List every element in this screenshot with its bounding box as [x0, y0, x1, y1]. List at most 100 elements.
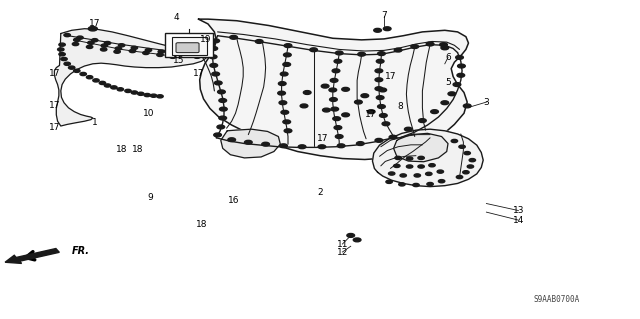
- Circle shape: [321, 84, 329, 88]
- Circle shape: [441, 101, 449, 105]
- Text: 4: 4: [173, 13, 179, 22]
- Circle shape: [375, 138, 383, 142]
- Circle shape: [437, 170, 444, 173]
- Circle shape: [104, 84, 111, 87]
- Circle shape: [330, 98, 337, 101]
- Circle shape: [214, 133, 221, 137]
- Circle shape: [145, 48, 152, 52]
- Text: FR.: FR.: [72, 246, 90, 256]
- Circle shape: [451, 139, 458, 143]
- Circle shape: [411, 45, 419, 48]
- Circle shape: [419, 119, 426, 122]
- Circle shape: [210, 63, 218, 67]
- Circle shape: [353, 238, 361, 242]
- Circle shape: [279, 101, 287, 105]
- Circle shape: [86, 45, 93, 48]
- Circle shape: [386, 180, 392, 183]
- Text: 18: 18: [116, 145, 127, 154]
- Text: 14: 14: [513, 216, 524, 225]
- Circle shape: [284, 53, 291, 57]
- Circle shape: [278, 82, 286, 85]
- Circle shape: [158, 50, 164, 53]
- Circle shape: [335, 135, 343, 138]
- Text: 19: 19: [200, 35, 212, 44]
- Circle shape: [218, 90, 225, 94]
- Text: 11: 11: [337, 240, 348, 249]
- Circle shape: [80, 72, 86, 76]
- Text: 2: 2: [317, 189, 323, 197]
- Circle shape: [456, 56, 463, 59]
- Circle shape: [394, 164, 400, 167]
- Circle shape: [77, 36, 83, 39]
- Circle shape: [400, 174, 406, 177]
- Text: S9AAB0700A: S9AAB0700A: [534, 295, 580, 304]
- Bar: [165, 33, 213, 57]
- Polygon shape: [394, 133, 448, 162]
- Text: 10: 10: [143, 109, 154, 118]
- Circle shape: [88, 41, 94, 44]
- Circle shape: [74, 69, 80, 72]
- Circle shape: [334, 126, 342, 130]
- Circle shape: [170, 55, 176, 58]
- Circle shape: [283, 120, 291, 124]
- Circle shape: [131, 46, 138, 49]
- Polygon shape: [54, 29, 208, 126]
- Circle shape: [303, 91, 311, 94]
- Circle shape: [467, 165, 474, 168]
- Circle shape: [463, 104, 471, 108]
- Text: 17: 17: [385, 72, 396, 81]
- Circle shape: [457, 73, 465, 77]
- Circle shape: [356, 142, 364, 145]
- Circle shape: [388, 172, 395, 175]
- Circle shape: [59, 53, 65, 56]
- Circle shape: [88, 26, 97, 31]
- Circle shape: [92, 39, 98, 42]
- Circle shape: [118, 44, 125, 47]
- Text: 17: 17: [193, 69, 204, 78]
- Circle shape: [64, 62, 70, 65]
- Circle shape: [157, 53, 163, 56]
- Circle shape: [426, 172, 432, 175]
- Circle shape: [453, 83, 461, 86]
- Text: 9: 9: [148, 193, 153, 202]
- Circle shape: [171, 52, 177, 55]
- Circle shape: [212, 72, 220, 76]
- Polygon shape: [198, 19, 468, 160]
- Circle shape: [334, 59, 342, 63]
- Circle shape: [284, 129, 292, 133]
- Circle shape: [441, 46, 449, 50]
- Text: 3: 3: [484, 98, 489, 107]
- Circle shape: [358, 52, 365, 56]
- Circle shape: [318, 145, 326, 149]
- Circle shape: [329, 88, 337, 92]
- Circle shape: [150, 94, 157, 97]
- Circle shape: [379, 88, 387, 92]
- Circle shape: [418, 156, 424, 160]
- Text: 17: 17: [49, 123, 60, 132]
- Circle shape: [375, 87, 383, 91]
- Circle shape: [330, 78, 338, 82]
- Circle shape: [220, 107, 227, 111]
- Circle shape: [144, 93, 150, 97]
- Bar: [172, 37, 207, 55]
- Circle shape: [378, 105, 385, 108]
- Circle shape: [389, 135, 397, 139]
- Circle shape: [413, 183, 419, 187]
- Circle shape: [404, 127, 412, 131]
- Text: 17: 17: [365, 110, 377, 119]
- Circle shape: [61, 57, 67, 61]
- Circle shape: [64, 33, 70, 37]
- Circle shape: [230, 35, 237, 39]
- Circle shape: [138, 92, 144, 95]
- Text: 1: 1: [92, 118, 97, 127]
- Text: 17: 17: [49, 101, 60, 110]
- Circle shape: [374, 28, 381, 32]
- Circle shape: [458, 64, 465, 68]
- Circle shape: [418, 165, 424, 168]
- Circle shape: [376, 96, 384, 100]
- Circle shape: [255, 40, 263, 43]
- Circle shape: [429, 164, 435, 167]
- Text: 7: 7: [381, 11, 387, 20]
- Circle shape: [278, 91, 285, 95]
- Circle shape: [347, 234, 355, 237]
